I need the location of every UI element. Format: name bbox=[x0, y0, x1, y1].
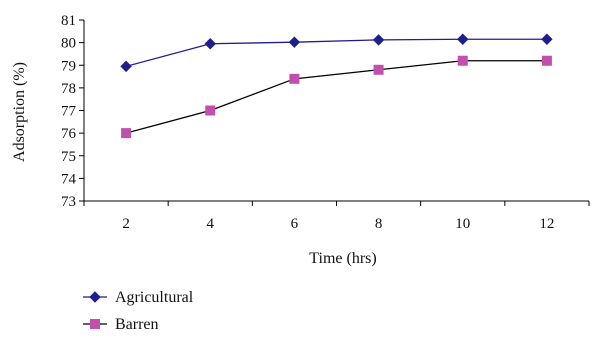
plot-area: 73 74 75 76 77 78 79 80 81 2 4 6 8 10 12 bbox=[61, 13, 590, 232]
x-tick-label: 4 bbox=[207, 216, 215, 232]
x-tick-label: 6 bbox=[291, 216, 299, 232]
legend-marker-agricultural bbox=[89, 291, 101, 303]
y-tick-label: 77 bbox=[61, 104, 77, 120]
data-point-barren bbox=[121, 128, 132, 139]
x-tick-label: 2 bbox=[122, 216, 130, 232]
series-line-agricultural bbox=[125, 38, 547, 68]
data-point-barren bbox=[457, 55, 468, 66]
data-point-agricultural bbox=[372, 34, 385, 46]
y-tick-label: 79 bbox=[61, 58, 76, 74]
series-line-barren bbox=[125, 60, 547, 134]
x-axis-title: Time (hrs) bbox=[309, 250, 376, 267]
y-tick-label: 81 bbox=[61, 13, 76, 29]
data-point-agricultural bbox=[288, 36, 301, 48]
y-tick-label: 74 bbox=[61, 171, 77, 187]
x-tick-label: 10 bbox=[455, 216, 470, 232]
y-tick-label: 80 bbox=[61, 36, 76, 52]
data-point-barren bbox=[541, 55, 552, 66]
data-point-agricultural bbox=[120, 60, 132, 73]
data-point-barren bbox=[373, 64, 384, 75]
legend-label-agricultural: Agricultural bbox=[115, 289, 194, 306]
data-point-barren bbox=[289, 73, 300, 84]
legend-marker-barren bbox=[90, 319, 100, 329]
data-point-agricultural bbox=[457, 33, 469, 45]
y-tick-label: 75 bbox=[61, 149, 76, 165]
x-tick-label: 12 bbox=[539, 216, 554, 232]
data-point-barren bbox=[205, 105, 216, 116]
data-point-agricultural bbox=[541, 33, 553, 45]
y-tick-label: 78 bbox=[61, 81, 76, 97]
y-tick-label: 73 bbox=[61, 194, 76, 210]
legend-label-barren: Barren bbox=[115, 316, 159, 333]
y-tick-label: 76 bbox=[61, 126, 77, 142]
x-tick-label: 8 bbox=[375, 216, 383, 232]
legend: Agricultural Barren bbox=[83, 289, 194, 333]
y-axis-title: Adsorption (%) bbox=[11, 62, 28, 162]
data-point-agricultural bbox=[204, 38, 216, 50]
